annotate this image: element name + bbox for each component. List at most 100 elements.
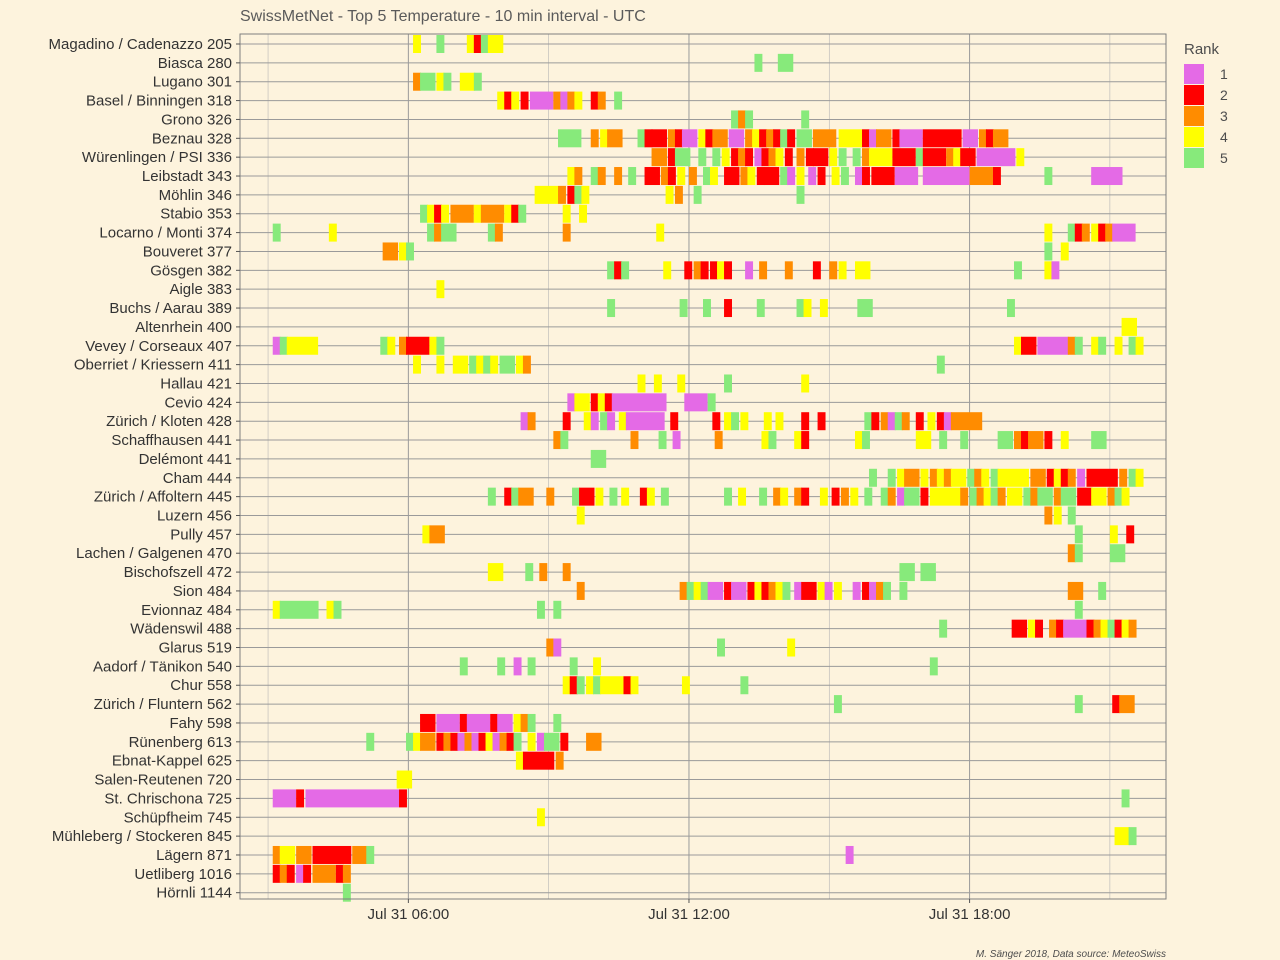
rank-bar bbox=[976, 487, 985, 506]
rank-bar bbox=[936, 468, 945, 487]
rank-bar bbox=[773, 487, 782, 506]
legend-swatch bbox=[1184, 148, 1204, 168]
rank-bar bbox=[511, 487, 520, 506]
rank-bar bbox=[992, 129, 1009, 148]
rank-bar bbox=[974, 468, 983, 487]
rank-bar bbox=[485, 732, 494, 751]
rank-bar bbox=[476, 355, 485, 374]
rank-bar bbox=[569, 676, 578, 695]
rank-bar bbox=[597, 393, 606, 412]
rank-bar bbox=[406, 242, 414, 261]
rank-bar bbox=[621, 261, 630, 280]
rank-bar bbox=[953, 148, 962, 167]
rank-bar bbox=[399, 336, 407, 355]
rank-bar bbox=[443, 72, 452, 91]
rank-bar bbox=[487, 563, 504, 582]
rank-bar bbox=[427, 223, 436, 242]
rank-bar bbox=[1006, 487, 1023, 506]
rank-bar bbox=[1091, 167, 1123, 186]
station-label: Rünenberg 613 bbox=[129, 734, 232, 751]
rank-bar bbox=[1067, 544, 1076, 563]
rank-bar bbox=[567, 91, 576, 110]
rank-bar bbox=[656, 223, 665, 242]
rank-bar bbox=[838, 129, 863, 148]
rank-bar bbox=[763, 412, 772, 431]
rank-bar bbox=[506, 732, 515, 751]
rank-bar bbox=[567, 393, 576, 412]
rank-bar bbox=[536, 732, 545, 751]
rank-bar bbox=[518, 487, 534, 506]
rank-bar bbox=[960, 148, 976, 167]
rank-bar bbox=[759, 261, 768, 280]
rank-bar bbox=[312, 864, 336, 883]
rank-bar bbox=[862, 167, 870, 186]
rank-bar bbox=[352, 845, 368, 864]
rank-bar bbox=[759, 129, 768, 148]
rank-bar bbox=[520, 412, 529, 431]
rank-bar bbox=[466, 713, 491, 732]
rank-bar bbox=[731, 148, 740, 167]
rank-bar bbox=[546, 487, 555, 506]
rank-bar bbox=[1044, 506, 1053, 525]
rank-bar bbox=[576, 506, 585, 525]
rank-bar bbox=[717, 638, 725, 657]
rank-bar bbox=[899, 129, 923, 148]
rank-bar bbox=[333, 600, 342, 619]
rank-bar bbox=[869, 129, 877, 148]
rank-bar bbox=[387, 336, 396, 355]
rank-bar bbox=[801, 110, 810, 129]
rank-bar bbox=[621, 487, 630, 506]
rank-bar bbox=[604, 393, 613, 412]
rank-bar bbox=[335, 864, 344, 883]
rank-bar bbox=[997, 431, 1014, 450]
rank-bar bbox=[1077, 468, 1086, 487]
rank-bar bbox=[674, 129, 683, 148]
rank-bar bbox=[286, 336, 319, 355]
rank-bar bbox=[1046, 468, 1055, 487]
rank-bar bbox=[892, 129, 901, 148]
rank-bar bbox=[738, 148, 747, 167]
rank-bar bbox=[600, 129, 609, 148]
rank-bar bbox=[745, 110, 754, 129]
rank-bar bbox=[724, 261, 732, 280]
rank-bar bbox=[717, 261, 725, 280]
legend-swatch bbox=[1184, 106, 1204, 126]
rank-bar bbox=[420, 713, 436, 732]
rank-bar bbox=[525, 563, 534, 582]
rank-bar bbox=[399, 242, 407, 261]
rank-bar bbox=[852, 581, 861, 600]
rank-bar bbox=[1037, 487, 1053, 506]
station-label: Würenlingen / PSI 336 bbox=[82, 149, 232, 166]
rank-bar bbox=[429, 336, 438, 355]
rank-bar bbox=[574, 185, 583, 204]
rank-bar bbox=[527, 412, 536, 431]
rank-bar bbox=[560, 431, 569, 450]
legend-title: Rank bbox=[1184, 41, 1220, 58]
rank-bar bbox=[618, 412, 627, 431]
rank-bar bbox=[707, 581, 724, 600]
rank-bar bbox=[590, 393, 599, 412]
rank-bar bbox=[272, 600, 281, 619]
rank-bar bbox=[915, 431, 932, 450]
rank-bar bbox=[784, 148, 793, 167]
rank-bar bbox=[864, 487, 873, 506]
rank-bar bbox=[539, 563, 548, 582]
rank-bar bbox=[1051, 261, 1060, 280]
rank-bar bbox=[494, 223, 503, 242]
rank-bar bbox=[630, 431, 639, 450]
rank-bar bbox=[817, 167, 826, 186]
rank-bar bbox=[969, 487, 978, 506]
rank-bar bbox=[628, 167, 637, 186]
rank-bar bbox=[443, 732, 452, 751]
rank-bar bbox=[420, 204, 429, 223]
rank-bar bbox=[504, 91, 513, 110]
rank-bar bbox=[546, 638, 555, 657]
rank-bar bbox=[466, 35, 475, 53]
rank-bar bbox=[679, 299, 688, 318]
rank-bar bbox=[829, 261, 838, 280]
station-label: Lachen / Galgenen 470 bbox=[76, 545, 232, 562]
rank-bar bbox=[862, 581, 870, 600]
rank-bar bbox=[864, 412, 873, 431]
rank-bar bbox=[1109, 544, 1126, 563]
rank-bar bbox=[887, 487, 896, 506]
